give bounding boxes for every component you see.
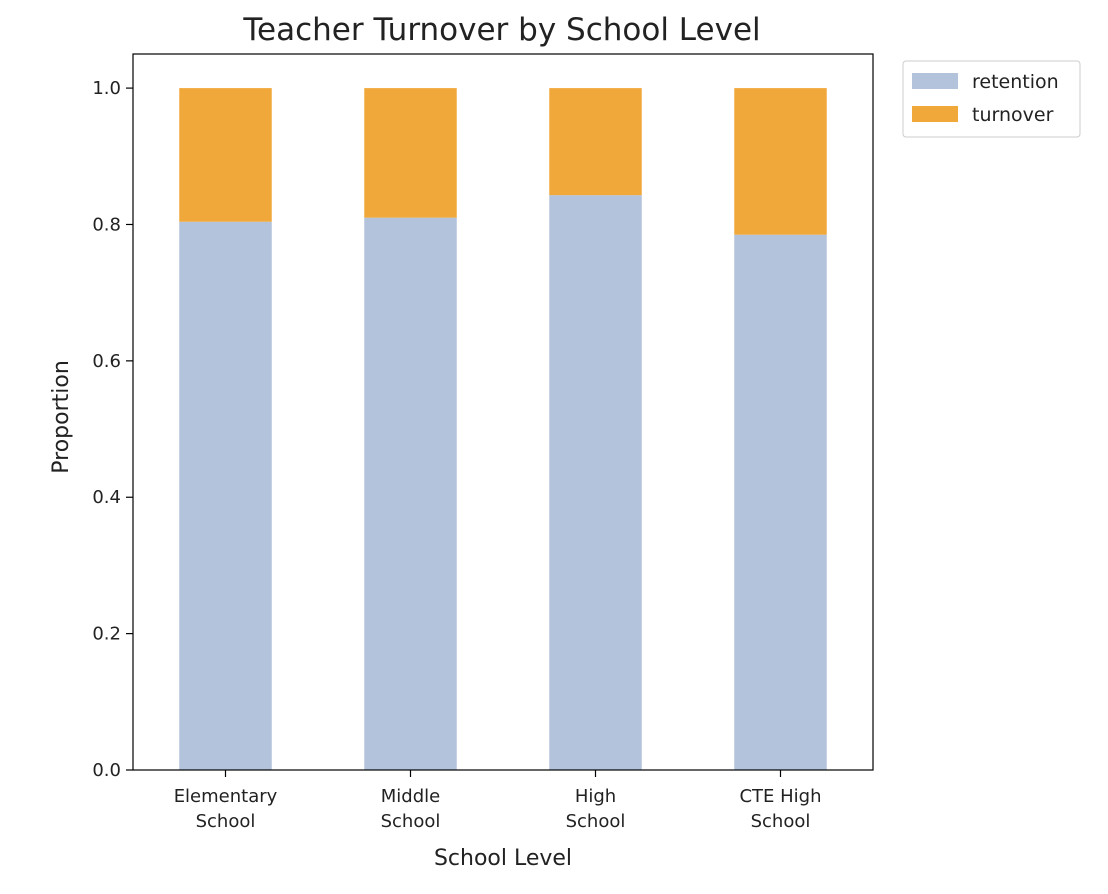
x-tick-label: School bbox=[751, 811, 811, 832]
bar-retention-1 bbox=[364, 217, 457, 770]
bar-retention-2 bbox=[549, 195, 642, 770]
legend: retention turnover bbox=[902, 60, 1081, 138]
x-axis-label: School Level bbox=[434, 846, 572, 871]
y-tick-label: 0.6 bbox=[92, 351, 121, 372]
bar-turnover-0 bbox=[179, 88, 272, 222]
x-tick-label: School bbox=[196, 811, 256, 832]
legend-label-retention: retention bbox=[972, 71, 1059, 93]
x-tick-label: School bbox=[566, 811, 626, 832]
x-tick-label: High bbox=[575, 786, 616, 807]
y-tick-label: 0.4 bbox=[92, 487, 121, 508]
x-tick-label: CTE High bbox=[739, 786, 821, 807]
x-axis: Elementary School Middle School High School CT… bbox=[174, 770, 822, 832]
x-tick-label: Middle bbox=[381, 786, 440, 807]
bar-turnover-3 bbox=[734, 88, 827, 235]
bar-turnover-1 bbox=[364, 88, 457, 218]
bar-turnover-2 bbox=[549, 88, 642, 196]
y-axis-label: Proportion bbox=[49, 360, 74, 474]
bars-layer bbox=[179, 88, 827, 770]
legend-label-turnover: turnover bbox=[972, 104, 1054, 126]
y-axis: 0.0 0.2 0.4 0.6 0.8 1.0 bbox=[92, 78, 133, 781]
y-tick-label: 0.8 bbox=[92, 214, 121, 235]
legend-swatch-turnover bbox=[912, 106, 958, 122]
y-tick-label: 0.0 bbox=[92, 760, 121, 781]
plot-frame bbox=[132, 53, 874, 771]
legend-swatch-retention bbox=[912, 73, 958, 89]
x-tick-label: Elementary bbox=[174, 786, 278, 807]
bar-retention-3 bbox=[734, 234, 827, 770]
chart-title: Teacher Turnover by School Level bbox=[242, 12, 760, 48]
bar-retention-0 bbox=[179, 221, 272, 770]
y-tick-label: 0.2 bbox=[92, 624, 121, 645]
y-tick-label: 1.0 bbox=[92, 78, 121, 99]
x-tick-label: School bbox=[381, 811, 441, 832]
